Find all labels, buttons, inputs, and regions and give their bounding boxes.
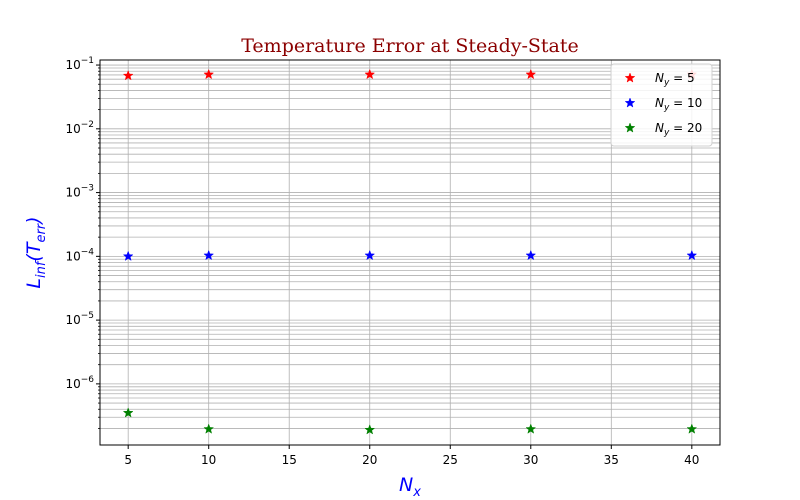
x-tick-label: 30: [523, 453, 538, 467]
y-axis-ticks: 10−6 10−5 10−4 10−3 10−2 10−1: [65, 56, 100, 429]
data-point-series-3: [525, 423, 537, 434]
x-tick-label: 35: [604, 453, 619, 467]
y-tick-label: 10−2: [65, 120, 94, 136]
data-point-series-1: [364, 68, 376, 80]
data-point-series-3: [364, 424, 376, 435]
data-point-series-2: [686, 249, 698, 261]
legend-marker-1: [624, 72, 636, 83]
x-axis-label: Nx: [399, 474, 421, 500]
data-point-series-2: [203, 249, 215, 261]
y-tick-label: 10−4: [65, 247, 94, 263]
legend-marker-2: [624, 97, 636, 108]
x-tick-label: 40: [684, 453, 699, 467]
chart-title: Temperature Error at Steady-State: [241, 35, 579, 57]
data-point-series-2: [525, 249, 537, 261]
data-point-series-1: [122, 70, 134, 81]
y-axis-label-close: ): [23, 216, 45, 225]
x-tick-label: 25: [443, 453, 458, 467]
x-axis-ticks: 5 10 15 20 25 30 35 40: [124, 445, 699, 467]
y-axis-label-sub: inf: [34, 259, 49, 278]
data-point-series-3: [203, 423, 215, 434]
data-point-series-1: [203, 68, 215, 80]
data-point-series-2: [122, 250, 134, 261]
y-axis-label-paren-sub: err: [34, 222, 49, 242]
x-tick-label: 15: [282, 453, 297, 467]
x-tick-label: 5: [124, 453, 132, 467]
data-point-series-1: [525, 68, 537, 80]
y-axis-label: Linf(Terr): [23, 216, 49, 288]
legend-label-3: Ny = 20: [655, 121, 702, 138]
x-tick-label: 20: [362, 453, 377, 467]
y-axis-label-paren: (T: [23, 241, 45, 261]
legend: Ny = 5 Ny = 10 Ny = 20: [610, 63, 713, 147]
y-tick-label: 10−6: [65, 375, 94, 391]
x-axis-label-sub: x: [412, 485, 421, 500]
legend-box: [610, 63, 713, 147]
legend-marker-3: [624, 122, 636, 133]
data-point-series-2: [364, 249, 376, 261]
data-point-series-3: [122, 407, 134, 418]
data-point-series-3: [686, 423, 698, 434]
y-axis-label-main: L: [23, 278, 45, 289]
legend-label-2: Ny = 10: [655, 96, 702, 113]
y-tick-label: 10−5: [65, 311, 94, 327]
x-axis-label-main: N: [399, 474, 413, 496]
x-tick-label: 10: [201, 453, 216, 467]
y-tick-label: 10−1: [65, 56, 94, 72]
y-tick-label: 10−3: [65, 184, 94, 200]
legend-label-1: Ny = 5: [655, 71, 695, 88]
plot-frame: [99, 59, 721, 446]
